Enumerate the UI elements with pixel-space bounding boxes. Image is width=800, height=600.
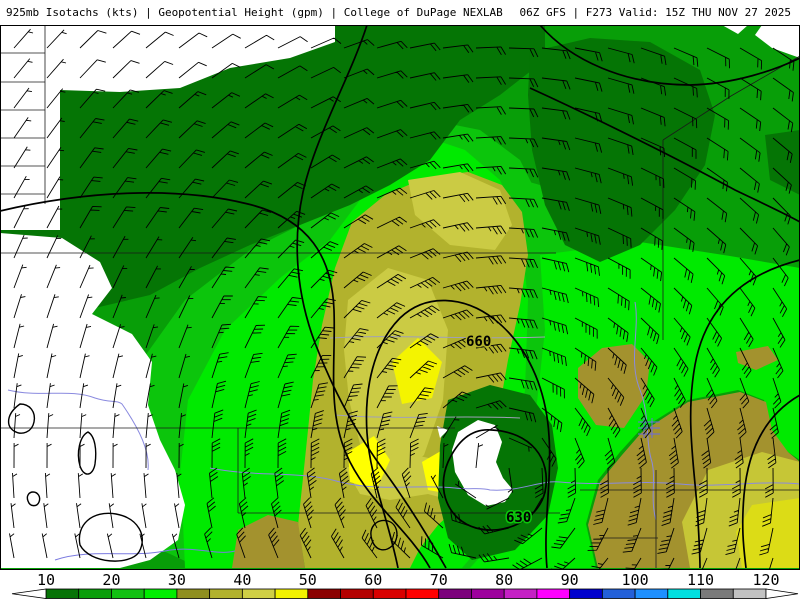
- scale-tick-label: 80: [495, 571, 513, 589]
- white-low-center: [452, 420, 513, 506]
- darkgreen-top-right: [528, 38, 715, 262]
- white-low-speck: [437, 426, 448, 438]
- scale-tick-label: 10: [37, 571, 55, 589]
- scale-color-bar: [11, 588, 799, 599]
- scale-tick-label: 100: [622, 571, 649, 589]
- model-valid-time: 06Z GFS | F273 Valid: 15Z THU NOV 27 202…: [519, 6, 791, 19]
- scale-tick-label: 30: [168, 571, 186, 589]
- scale-segment: [405, 588, 440, 599]
- scale-segment: [732, 588, 767, 599]
- scale-segment: [601, 588, 636, 599]
- weather-map: 660 630: [0, 25, 800, 570]
- scale-segment: [143, 588, 178, 599]
- tan-bottom-center: [232, 515, 305, 568]
- wind-barbs: [9, 28, 795, 570]
- scale-segment: [667, 588, 701, 599]
- darkgreen-right-edge: [765, 130, 800, 195]
- road-center-1: [329, 336, 546, 339]
- scale-segment: [241, 588, 276, 599]
- scale-overflow-arrow: [765, 588, 799, 599]
- river-west: [7, 389, 149, 471]
- scale-segment: [78, 588, 112, 599]
- scale-tick-label: 70: [430, 571, 448, 589]
- scale-segment: [307, 588, 341, 599]
- scale-segment: [438, 588, 472, 599]
- political-borders: [0, 25, 800, 568]
- scale-segment: [700, 588, 734, 599]
- height-contour-label: 630: [506, 510, 531, 526]
- white-top-strip: [60, 25, 335, 92]
- scale-tick-label: 40: [233, 571, 251, 589]
- title-bar: 925mb Isotachs (kts) | Geopotential Heig…: [0, 0, 800, 25]
- scale-segment: [536, 588, 571, 599]
- scale-tick-label: 90: [561, 571, 579, 589]
- scale-tick-label: 50: [299, 571, 317, 589]
- scale-segment: [176, 588, 211, 599]
- scale-tick-label: 60: [364, 571, 382, 589]
- road-center-2: [334, 414, 521, 419]
- scale-segment: [45, 588, 80, 599]
- scale-segment: [111, 588, 145, 599]
- scale-segment: [274, 588, 309, 599]
- tan-bottom-right-yellow: [736, 498, 800, 568]
- scale-underflow-arrow: [11, 588, 47, 599]
- green4-bottom-left: [182, 450, 262, 568]
- river-right: [633, 301, 657, 521]
- white-left-column: [0, 25, 60, 230]
- shading-regions: [0, 25, 800, 568]
- scale-tick-label: 110: [687, 571, 714, 589]
- scale-segment: [503, 588, 538, 599]
- product-title: 925mb Isotachs (kts) | Geopotential Heig…: [6, 6, 503, 19]
- scale-segment: [340, 588, 374, 599]
- city-grid-1: [638, 418, 660, 438]
- river-bottom-left: [54, 548, 236, 561]
- scale-tick-label: 20: [102, 571, 120, 589]
- contour-labels: 660 630: [465, 333, 533, 528]
- darkgreen-top-band: [0, 25, 545, 308]
- scale-segment: [372, 588, 407, 599]
- isotach-color-scale: 10 20 30 40 50 60 70 80 90 100 110 120: [0, 570, 800, 600]
- scale-segment: [569, 588, 603, 599]
- scale-segment: [471, 588, 505, 599]
- height-contours: [0, 25, 800, 569]
- river-center: [209, 467, 800, 491]
- scale-segment: [634, 588, 669, 599]
- white-top-right-2: [722, 25, 748, 34]
- olive-light-top: [408, 172, 512, 250]
- river-road-lines: [7, 301, 800, 561]
- scale-tick-label: 120: [752, 571, 779, 589]
- scale-tick-labels: 10 20 30 40 50 60 70 80 90 100 110 120: [37, 571, 780, 589]
- white-top-right-1: [755, 25, 800, 58]
- scale-segment: [209, 588, 243, 599]
- height-contour-label: 660: [466, 334, 491, 350]
